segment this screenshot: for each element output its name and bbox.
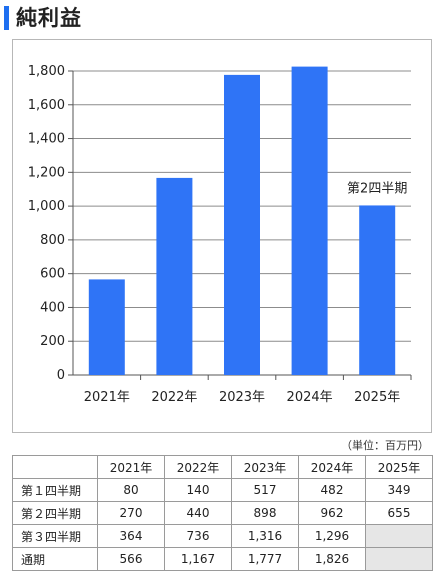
table-cell-empty (365, 547, 433, 571)
table-cell: 80 (97, 478, 165, 502)
table-cell: 1,296 (298, 524, 366, 548)
row-label: 通期 (12, 547, 98, 571)
row-label: 第２四半期 (12, 501, 98, 525)
table-cell: 1,826 (298, 547, 366, 571)
column-header: 2023年 (231, 455, 299, 479)
y-tick-label: 400 (40, 300, 65, 315)
bar-chart: 0 200 400 600 800 1,000 1,200 1,400 1,600 1,800 20… (28, 64, 412, 405)
y-tick-label: 0 (57, 368, 65, 383)
table-cell: 349 (365, 478, 433, 502)
y-tick-label: 1,400 (28, 132, 65, 147)
bar (224, 74, 260, 375)
table-row: 第２四半期 270 440 898 962 655 (12, 501, 433, 525)
table-cell: 1,777 (231, 547, 299, 571)
y-tick-label: 1,800 (28, 64, 65, 79)
unit-note: （単位：百万円） (341, 439, 429, 452)
table-cell: 962 (298, 501, 366, 525)
y-tick-label: 1,000 (28, 199, 65, 214)
column-header: 2025年 (365, 455, 433, 479)
data-table: 2021年 2022年 2023年 2024年 2025年 第１四半期 80 1… (12, 455, 433, 571)
bar (291, 66, 328, 375)
y-tick-label: 1,200 (28, 165, 65, 180)
table-cell: 736 (164, 524, 232, 548)
table-row: 第３四半期 364 736 1,316 1,296 (12, 524, 433, 548)
y-tick-label: 1,600 (28, 98, 65, 113)
x-tick-label: 2024年 (287, 390, 333, 405)
title-accent-bar (4, 6, 9, 30)
bar (156, 177, 193, 375)
table-cell: 140 (164, 478, 232, 502)
x-tick-label: 2025年 (354, 390, 400, 405)
table-cell: 270 (97, 501, 165, 525)
table-cell: 482 (298, 478, 366, 502)
bar (359, 205, 396, 375)
table-cell: 898 (231, 501, 299, 525)
x-tick-label: 2021年 (84, 390, 130, 405)
column-header: 2022年 (164, 455, 232, 479)
x-tick-label: 2022年 (151, 390, 197, 405)
page-title: 純利益 (16, 6, 82, 30)
table-corner-cell (12, 455, 98, 479)
table-cell-empty (365, 524, 433, 548)
row-label: 第１四半期 (12, 478, 98, 502)
y-tick-label: 600 (40, 267, 65, 282)
y-tick-label: 800 (40, 233, 65, 248)
column-header: 2024年 (298, 455, 366, 479)
table-row: 第１四半期 80 140 517 482 349 (12, 478, 433, 502)
row-label: 第３四半期 (12, 524, 98, 548)
chart-frame: 0 200 400 600 800 1,000 1,200 1,400 1,600 1,800 20… (12, 39, 432, 433)
table-cell: 1,316 (231, 524, 299, 548)
table-row: 通期 566 1,167 1,777 1,826 (12, 547, 433, 571)
bar (88, 279, 125, 375)
table-header-row: 2021年 2022年 2023年 2024年 2025年 (12, 455, 433, 479)
bar-annotation: 第2四半期 (347, 181, 407, 196)
table-cell: 655 (365, 501, 433, 525)
table-cell: 440 (164, 501, 232, 525)
x-tick-label: 2023年 (219, 390, 265, 405)
table-cell: 517 (231, 478, 299, 502)
y-tick-label: 200 (40, 334, 65, 349)
table-cell: 1,167 (164, 547, 232, 571)
table-cell: 364 (97, 524, 165, 548)
page-title-bar: 純利益 (4, 4, 433, 34)
column-header: 2021年 (97, 455, 165, 479)
table-cell: 566 (97, 547, 165, 571)
